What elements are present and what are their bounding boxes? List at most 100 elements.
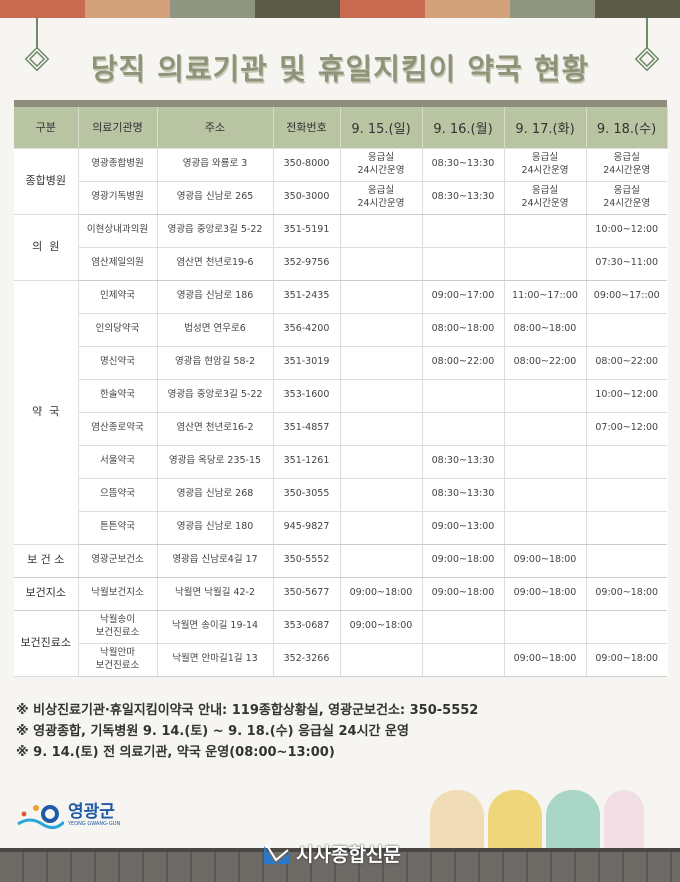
note: ※ 9. 14.(토) 전 의료기관, 약국 운영(08:00~13:00) bbox=[16, 745, 335, 760]
table-cell: 351-5191 bbox=[272, 213, 341, 248]
table-cell bbox=[339, 444, 423, 479]
yeonggwang-emblem-icon bbox=[17, 805, 64, 829]
table-cell bbox=[503, 477, 587, 512]
table-cell: 영광읍 옥당로 235-15 bbox=[156, 444, 274, 479]
logo-text: 영광군 bbox=[68, 801, 115, 822]
table-row: 의 원 이현상내과의원 영광읍 중앙로3길 5-22 351-5191 10:00~12… bbox=[14, 213, 667, 281]
table-cell: 09:00~13:00 bbox=[421, 510, 505, 545]
table-cell bbox=[421, 213, 505, 248]
table-cell bbox=[585, 477, 667, 512]
table-cell: 영광읍 신남로 268 bbox=[156, 477, 274, 512]
newspaper-book-icon bbox=[264, 842, 290, 864]
table-cell: 응급실 24시간운영 bbox=[503, 147, 587, 182]
table-cell: 영광종합병원 bbox=[77, 147, 158, 182]
table-row: 명신약국 영광읍 현암길 58-2 351-3019 08:00~22:00 08:00… bbox=[14, 345, 667, 380]
table-cell: 인의당약국 bbox=[77, 312, 158, 347]
table-row: 약 국 인제약국 영광읍 신남로 186 351-2435 09:00~17:00 11:… bbox=[14, 279, 667, 545]
table-cell: 07:30~11:00 bbox=[585, 246, 667, 281]
table-cell bbox=[585, 609, 667, 644]
table-cell: 으뜸약국 bbox=[77, 477, 158, 512]
table-cell bbox=[503, 444, 587, 479]
table-cell: 09:00~18:00 bbox=[339, 609, 423, 644]
table-cell bbox=[421, 609, 505, 644]
table-cell: 튼튼약국 bbox=[77, 510, 158, 545]
note: ※ 비상진료기관·휴일지킴이약국 안내: 119종합상황실, 영광군보건소: 3… bbox=[16, 703, 479, 718]
category-cell: 보건지소 bbox=[14, 576, 79, 611]
notes: ※ 비상진료기관·휴일지킴이약국 안내: 119종합상황실, 영광군보건소: 3… bbox=[16, 700, 478, 763]
table-cell: 영광읍 신남로4길 17 bbox=[156, 543, 274, 578]
table-cell: 낙월면 송이길 19-14 bbox=[156, 609, 274, 644]
table-cell: 낙월면 낙월길 42-2 bbox=[156, 576, 274, 611]
column-header: 의료기관명 bbox=[78, 107, 158, 148]
table-row: 튼튼약국 영광읍 신남로 180 945-9827 09:00~13:00 bbox=[14, 510, 667, 545]
table-cell: 09:00~18:00 bbox=[503, 543, 587, 578]
category-cell: 의 원 bbox=[14, 213, 79, 281]
table-cell: 353-1600 bbox=[272, 378, 341, 413]
table-cell: 10:00~12:00 bbox=[585, 378, 667, 413]
table-cell: 351-3019 bbox=[272, 345, 341, 380]
table-row: 보 건 소 영광군보건소 영광읍 신남로4길 17 350-5552 09:00~18:… bbox=[14, 543, 667, 578]
table-cell: 09:00~18:00 bbox=[421, 543, 505, 578]
yeonggwang-logo: 영광군 YEONG GWANG-GUN bbox=[16, 800, 120, 830]
table-cell bbox=[503, 411, 587, 446]
table-cell: 351-4857 bbox=[272, 411, 341, 446]
table-row: 서울약국 영광읍 옥당로 235-15 351-1261 08:30~13:30 bbox=[14, 444, 667, 479]
table-cell bbox=[421, 246, 505, 281]
table-cell: 08:00~18:00 bbox=[421, 312, 505, 347]
newspaper-name: 시사종합신문 bbox=[296, 844, 401, 866]
table-cell: 09:00~18:00 bbox=[585, 576, 667, 611]
category-cell: 보건진료소 bbox=[14, 609, 79, 677]
table-cell bbox=[421, 378, 505, 413]
table-cell: 법성면 연우로6 bbox=[156, 312, 274, 347]
table-cell: 응급실 24시간운영 bbox=[585, 147, 667, 182]
table-cell: 영광군보건소 bbox=[77, 543, 158, 578]
table-cell: 응급실 24시간운영 bbox=[585, 180, 667, 215]
table-cell bbox=[339, 378, 423, 413]
table-cell bbox=[339, 510, 423, 545]
table-cell: 09:00~18:00 bbox=[585, 642, 667, 677]
table-cell: 353-0687 bbox=[272, 609, 341, 644]
table-cell: 10:00~12:00 bbox=[585, 213, 667, 248]
table-cell: 08:00~22:00 bbox=[585, 345, 667, 380]
table-cell: 08:30~13:30 bbox=[421, 444, 505, 479]
logo-subtext: YEONG GWANG-GUN bbox=[68, 820, 121, 827]
table-cell bbox=[339, 279, 423, 314]
table-cell bbox=[585, 543, 667, 578]
table-cell: 08:30~13:30 bbox=[421, 147, 505, 182]
note: ※ 영광종합, 기독병원 9. 14.(토) ~ 9. 18.(수) 응급실 2… bbox=[16, 724, 409, 739]
table-cell: 영광읍 중앙로3길 5-22 bbox=[156, 213, 274, 248]
column-header: 9. 15.(일) bbox=[340, 107, 423, 148]
table-row: 인의당약국 법성면 연우로6 356-4200 08:00~18:00 08:00~18… bbox=[14, 312, 667, 347]
table-cell: 서울약국 bbox=[77, 444, 158, 479]
table-cell: 351-1261 bbox=[272, 444, 341, 479]
table-cell bbox=[339, 213, 423, 248]
table-row: 종합병원 영광종합병원 영광읍 와룡로 3 350-8000 응급실 24시간운영 08:… bbox=[14, 147, 667, 215]
table-cell: 영광기독병원 bbox=[77, 180, 158, 215]
table-cell: 염산면 천년로16-2 bbox=[156, 411, 274, 446]
newspaper-logo: 시사종합신문 bbox=[262, 840, 401, 867]
roof-tiles bbox=[0, 848, 680, 882]
table-cell: 350-3000 bbox=[272, 180, 341, 215]
table-cell: 영광읍 중앙로3길 5-22 bbox=[156, 378, 274, 413]
table-cell: 07:00~12:00 bbox=[585, 411, 667, 446]
table-cell: 낙월송이 보건진료소 bbox=[77, 609, 158, 644]
table-cell: 염산면 천년로19-6 bbox=[156, 246, 274, 281]
table-cell: 08:00~22:00 bbox=[503, 345, 587, 380]
table-row: 낙월안마 보건진료소 낙월면 안마길1길 13 352-3266 09:00~18:0… bbox=[14, 642, 667, 677]
table-cell: 08:30~13:30 bbox=[421, 180, 505, 215]
table-cell: 염산제일의원 bbox=[77, 246, 158, 281]
table-row: 염산종로약국 염산면 천년로16-2 351-4857 07:00~12:00 bbox=[14, 411, 667, 446]
table-cell bbox=[503, 609, 587, 644]
table-cell: 350-3055 bbox=[272, 477, 341, 512]
table-cell: 영광읍 신남로 186 bbox=[156, 279, 274, 314]
table-cell: 352-3266 bbox=[272, 642, 341, 677]
table-cell: 352-9756 bbox=[272, 246, 341, 281]
table-cell: 09:00~17::00 bbox=[585, 279, 667, 314]
table-cell bbox=[339, 312, 423, 347]
table-cell bbox=[339, 543, 423, 578]
table-cell bbox=[339, 411, 423, 446]
table-cell: 낙월면 안마길1길 13 bbox=[156, 642, 274, 677]
table-row: 보건진료소 낙월송이 보건진료소 낙월면 송이길 19-14 353-0687 09:0… bbox=[14, 609, 667, 677]
category-cell: 약 국 bbox=[14, 279, 79, 545]
top-color-bar bbox=[0, 0, 680, 18]
